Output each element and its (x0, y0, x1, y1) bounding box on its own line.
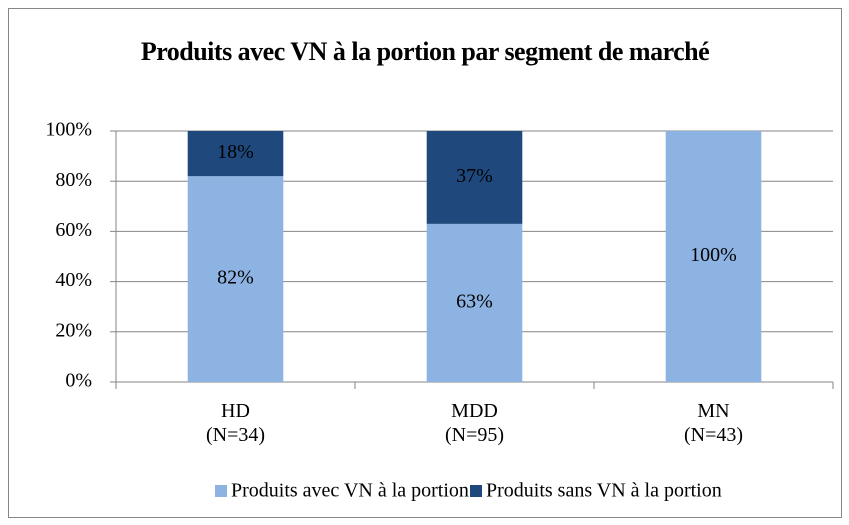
data-label: 37% (456, 165, 493, 187)
y-tick-label: 80% (55, 169, 92, 191)
x-tick-label: MN (N=43) (684, 400, 743, 446)
legend-label: Produits sans VN à la portion (486, 480, 722, 502)
data-label: 18% (217, 141, 254, 163)
bar-segment (426, 131, 523, 224)
data-label: 63% (456, 291, 493, 313)
data-label: 100% (690, 244, 737, 266)
y-tick-label: 60% (55, 219, 92, 241)
legend-swatch (470, 485, 482, 497)
y-tick-label: 100% (45, 119, 92, 141)
y-tick-label: 40% (55, 269, 92, 291)
x-tick-label: HD (N=34) (206, 400, 265, 446)
bar-segment (187, 131, 284, 177)
bar-segment (187, 176, 284, 382)
data-label: 82% (217, 267, 254, 289)
chart-title: Produits avec VN à la portion par segmen… (140, 37, 710, 66)
bar-segment (426, 223, 523, 382)
legend-label: Produits avec VN à la portion (231, 480, 469, 502)
y-tick-label: 20% (55, 319, 92, 341)
x-tick-label: MDD (N=95) (445, 400, 504, 446)
bar-segment (665, 131, 762, 382)
legend-swatch (215, 485, 227, 497)
y-tick-label: 0% (65, 370, 92, 392)
